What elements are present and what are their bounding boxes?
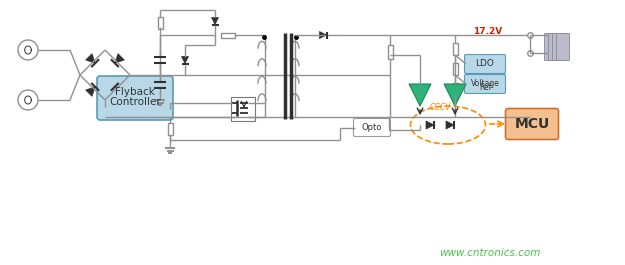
Bar — [221, 33, 235, 38]
Polygon shape — [86, 54, 95, 63]
FancyBboxPatch shape — [464, 55, 506, 73]
Bar — [388, 45, 392, 59]
Text: Controller: Controller — [109, 97, 161, 107]
FancyBboxPatch shape — [556, 33, 569, 60]
Text: Opto: Opto — [362, 123, 382, 132]
Polygon shape — [115, 54, 124, 63]
FancyBboxPatch shape — [544, 33, 558, 60]
Text: 17.2V: 17.2V — [473, 26, 502, 36]
Bar — [158, 17, 162, 29]
Text: LDO: LDO — [476, 60, 494, 68]
FancyBboxPatch shape — [231, 97, 255, 121]
Bar — [168, 123, 172, 135]
Polygon shape — [86, 87, 95, 96]
FancyBboxPatch shape — [552, 33, 566, 60]
FancyBboxPatch shape — [506, 108, 559, 139]
Text: CCCV: CCCV — [429, 103, 451, 112]
Text: Ref: Ref — [479, 83, 491, 92]
FancyBboxPatch shape — [354, 118, 391, 136]
FancyBboxPatch shape — [549, 33, 561, 60]
Polygon shape — [444, 84, 466, 106]
Polygon shape — [115, 87, 124, 96]
Text: www.cntronics.com: www.cntronics.com — [439, 248, 541, 258]
Polygon shape — [426, 121, 434, 129]
Polygon shape — [409, 84, 431, 106]
Bar — [452, 83, 458, 95]
Text: Flyback: Flyback — [115, 87, 155, 97]
FancyBboxPatch shape — [464, 74, 506, 94]
Polygon shape — [446, 121, 454, 129]
Text: Voltage: Voltage — [471, 80, 499, 89]
Text: MCU: MCU — [514, 117, 549, 131]
Polygon shape — [211, 17, 219, 24]
FancyBboxPatch shape — [97, 76, 173, 120]
Bar — [452, 43, 458, 55]
Bar — [452, 63, 458, 75]
Polygon shape — [319, 32, 326, 38]
Polygon shape — [181, 56, 189, 64]
